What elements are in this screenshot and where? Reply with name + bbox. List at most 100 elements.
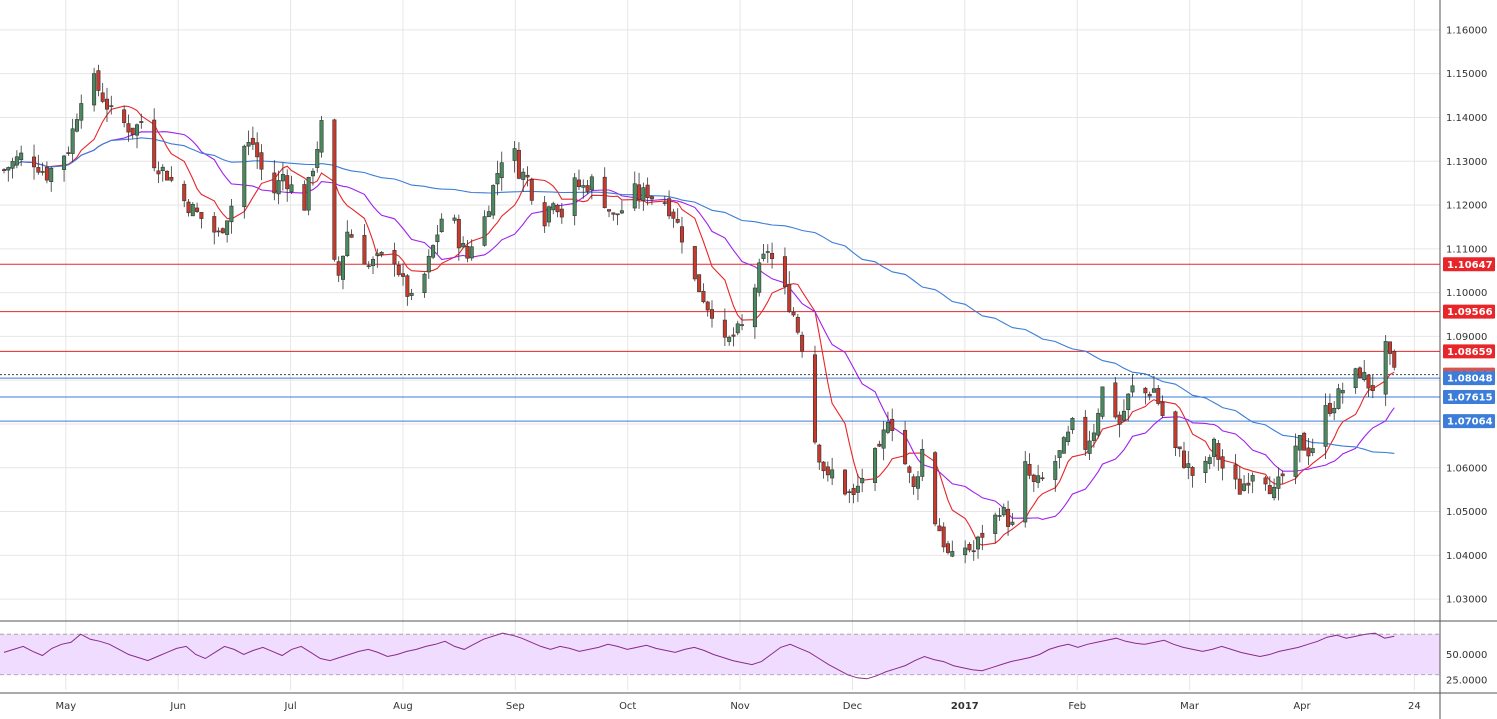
candle-body[interactable] bbox=[1203, 460, 1208, 474]
candle-body[interactable] bbox=[130, 127, 135, 135]
candle-body[interactable] bbox=[1186, 463, 1191, 468]
candle-body[interactable] bbox=[1057, 450, 1062, 458]
candle-body[interactable] bbox=[1173, 411, 1178, 449]
candle-body[interactable] bbox=[405, 275, 410, 297]
candle-body[interactable] bbox=[1353, 368, 1358, 389]
candle-body[interactable] bbox=[182, 183, 187, 202]
candle-body[interactable] bbox=[122, 109, 127, 123]
candle-body[interactable] bbox=[96, 70, 101, 91]
candle-body[interactable] bbox=[697, 274, 702, 293]
candle-body[interactable] bbox=[997, 515, 1002, 517]
candle-body[interactable] bbox=[1340, 390, 1345, 394]
candle-body[interactable] bbox=[679, 226, 684, 243]
candle-body[interactable] bbox=[821, 461, 826, 472]
candle-body[interactable] bbox=[229, 205, 234, 223]
candle-body[interactable] bbox=[152, 119, 157, 169]
candle-body[interactable] bbox=[74, 119, 79, 132]
candle-body[interactable] bbox=[1272, 486, 1277, 499]
candle-body[interactable] bbox=[190, 204, 195, 217]
candle-body[interactable] bbox=[336, 261, 341, 276]
candle-body[interactable] bbox=[637, 184, 642, 201]
candle-body[interactable] bbox=[1113, 382, 1118, 418]
candle-body[interactable] bbox=[662, 202, 667, 204]
candle-body[interactable] bbox=[1293, 445, 1298, 477]
candle-body[interactable] bbox=[139, 121, 144, 123]
candle-body[interactable] bbox=[512, 148, 517, 161]
candle-body[interactable] bbox=[1263, 477, 1268, 485]
candle-body[interactable] bbox=[366, 265, 371, 267]
candle-body[interactable] bbox=[19, 152, 24, 161]
candle-body[interactable] bbox=[782, 256, 787, 288]
candle-body[interactable] bbox=[332, 119, 337, 260]
candle-body[interactable] bbox=[795, 316, 800, 333]
candle-body[interactable] bbox=[1023, 461, 1028, 523]
candle-body[interactable] bbox=[525, 174, 530, 178]
candle-body[interactable] bbox=[1392, 351, 1397, 368]
candle-body[interactable] bbox=[920, 448, 925, 477]
candle-body[interactable] bbox=[156, 170, 161, 175]
candle-body[interactable] bbox=[495, 173, 500, 185]
candle-body[interactable] bbox=[941, 526, 946, 548]
candle-body[interactable] bbox=[435, 234, 440, 243]
candle-body[interactable] bbox=[165, 170, 170, 181]
candle-body[interactable] bbox=[426, 255, 431, 273]
candle-body[interactable] bbox=[709, 309, 714, 319]
candle-body[interactable] bbox=[967, 543, 972, 551]
rsi-line[interactable] bbox=[3, 632, 1395, 680]
candle-body[interactable] bbox=[843, 469, 848, 495]
candle-body[interactable] bbox=[315, 149, 320, 168]
candle-body[interactable] bbox=[907, 466, 912, 473]
candle-body[interactable] bbox=[581, 185, 586, 188]
candle-body[interactable] bbox=[32, 156, 37, 168]
candle-body[interactable] bbox=[559, 208, 564, 218]
candle-body[interactable] bbox=[1160, 401, 1165, 416]
candle-body[interactable] bbox=[851, 488, 856, 495]
candle-body[interactable] bbox=[36, 167, 41, 173]
candle-body[interactable] bbox=[855, 485, 860, 493]
candle-body[interactable] bbox=[340, 255, 345, 280]
candle-body[interactable] bbox=[1276, 476, 1281, 489]
candle-body[interactable] bbox=[1147, 393, 1152, 397]
candle-body[interactable] bbox=[1151, 388, 1156, 393]
candle-body[interactable] bbox=[675, 218, 680, 223]
candle-body[interactable] bbox=[1006, 508, 1011, 527]
candle-body[interactable] bbox=[877, 443, 882, 447]
candle-body[interactable] bbox=[1357, 367, 1362, 378]
candle-body[interactable] bbox=[135, 124, 140, 136]
candle-body[interactable] bbox=[1143, 387, 1148, 394]
candle-body[interactable] bbox=[611, 212, 616, 215]
candle-body[interactable] bbox=[1366, 374, 1371, 389]
candle-body[interactable] bbox=[1280, 473, 1285, 477]
candle-body[interactable] bbox=[465, 246, 470, 259]
candle-body[interactable] bbox=[362, 235, 367, 265]
candle-body[interactable] bbox=[160, 166, 165, 172]
candle-body[interactable] bbox=[345, 231, 350, 256]
candle-body[interactable] bbox=[276, 180, 281, 195]
candle-body[interactable] bbox=[812, 354, 817, 443]
candle-body[interactable] bbox=[49, 168, 54, 182]
candle-body[interactable] bbox=[285, 175, 290, 190]
candle-body[interactable] bbox=[1297, 435, 1302, 451]
candle-body[interactable] bbox=[126, 123, 131, 133]
candle-body[interactable] bbox=[752, 287, 757, 328]
candle-body[interactable] bbox=[671, 211, 676, 219]
candle-body[interactable] bbox=[289, 184, 294, 193]
candle-body[interactable] bbox=[817, 444, 822, 463]
candle-body[interactable] bbox=[1242, 483, 1247, 491]
candle-body[interactable] bbox=[735, 323, 740, 334]
candle-body[interactable] bbox=[705, 301, 710, 311]
candle-body[interactable] bbox=[1083, 416, 1088, 450]
candle-body[interactable] bbox=[371, 259, 376, 267]
candlesticks[interactable] bbox=[1, 64, 1397, 564]
candle-body[interactable] bbox=[1036, 475, 1041, 483]
candle-body[interactable] bbox=[422, 273, 427, 293]
candle-body[interactable] bbox=[14, 156, 19, 166]
candle-body[interactable] bbox=[1327, 402, 1332, 414]
candle-body[interactable] bbox=[310, 170, 315, 177]
candle-body[interactable] bbox=[641, 187, 646, 201]
candle-body[interactable] bbox=[461, 243, 466, 248]
candle-body[interactable] bbox=[860, 478, 865, 484]
candle-body[interactable] bbox=[915, 476, 920, 489]
candle-body[interactable] bbox=[692, 246, 697, 280]
